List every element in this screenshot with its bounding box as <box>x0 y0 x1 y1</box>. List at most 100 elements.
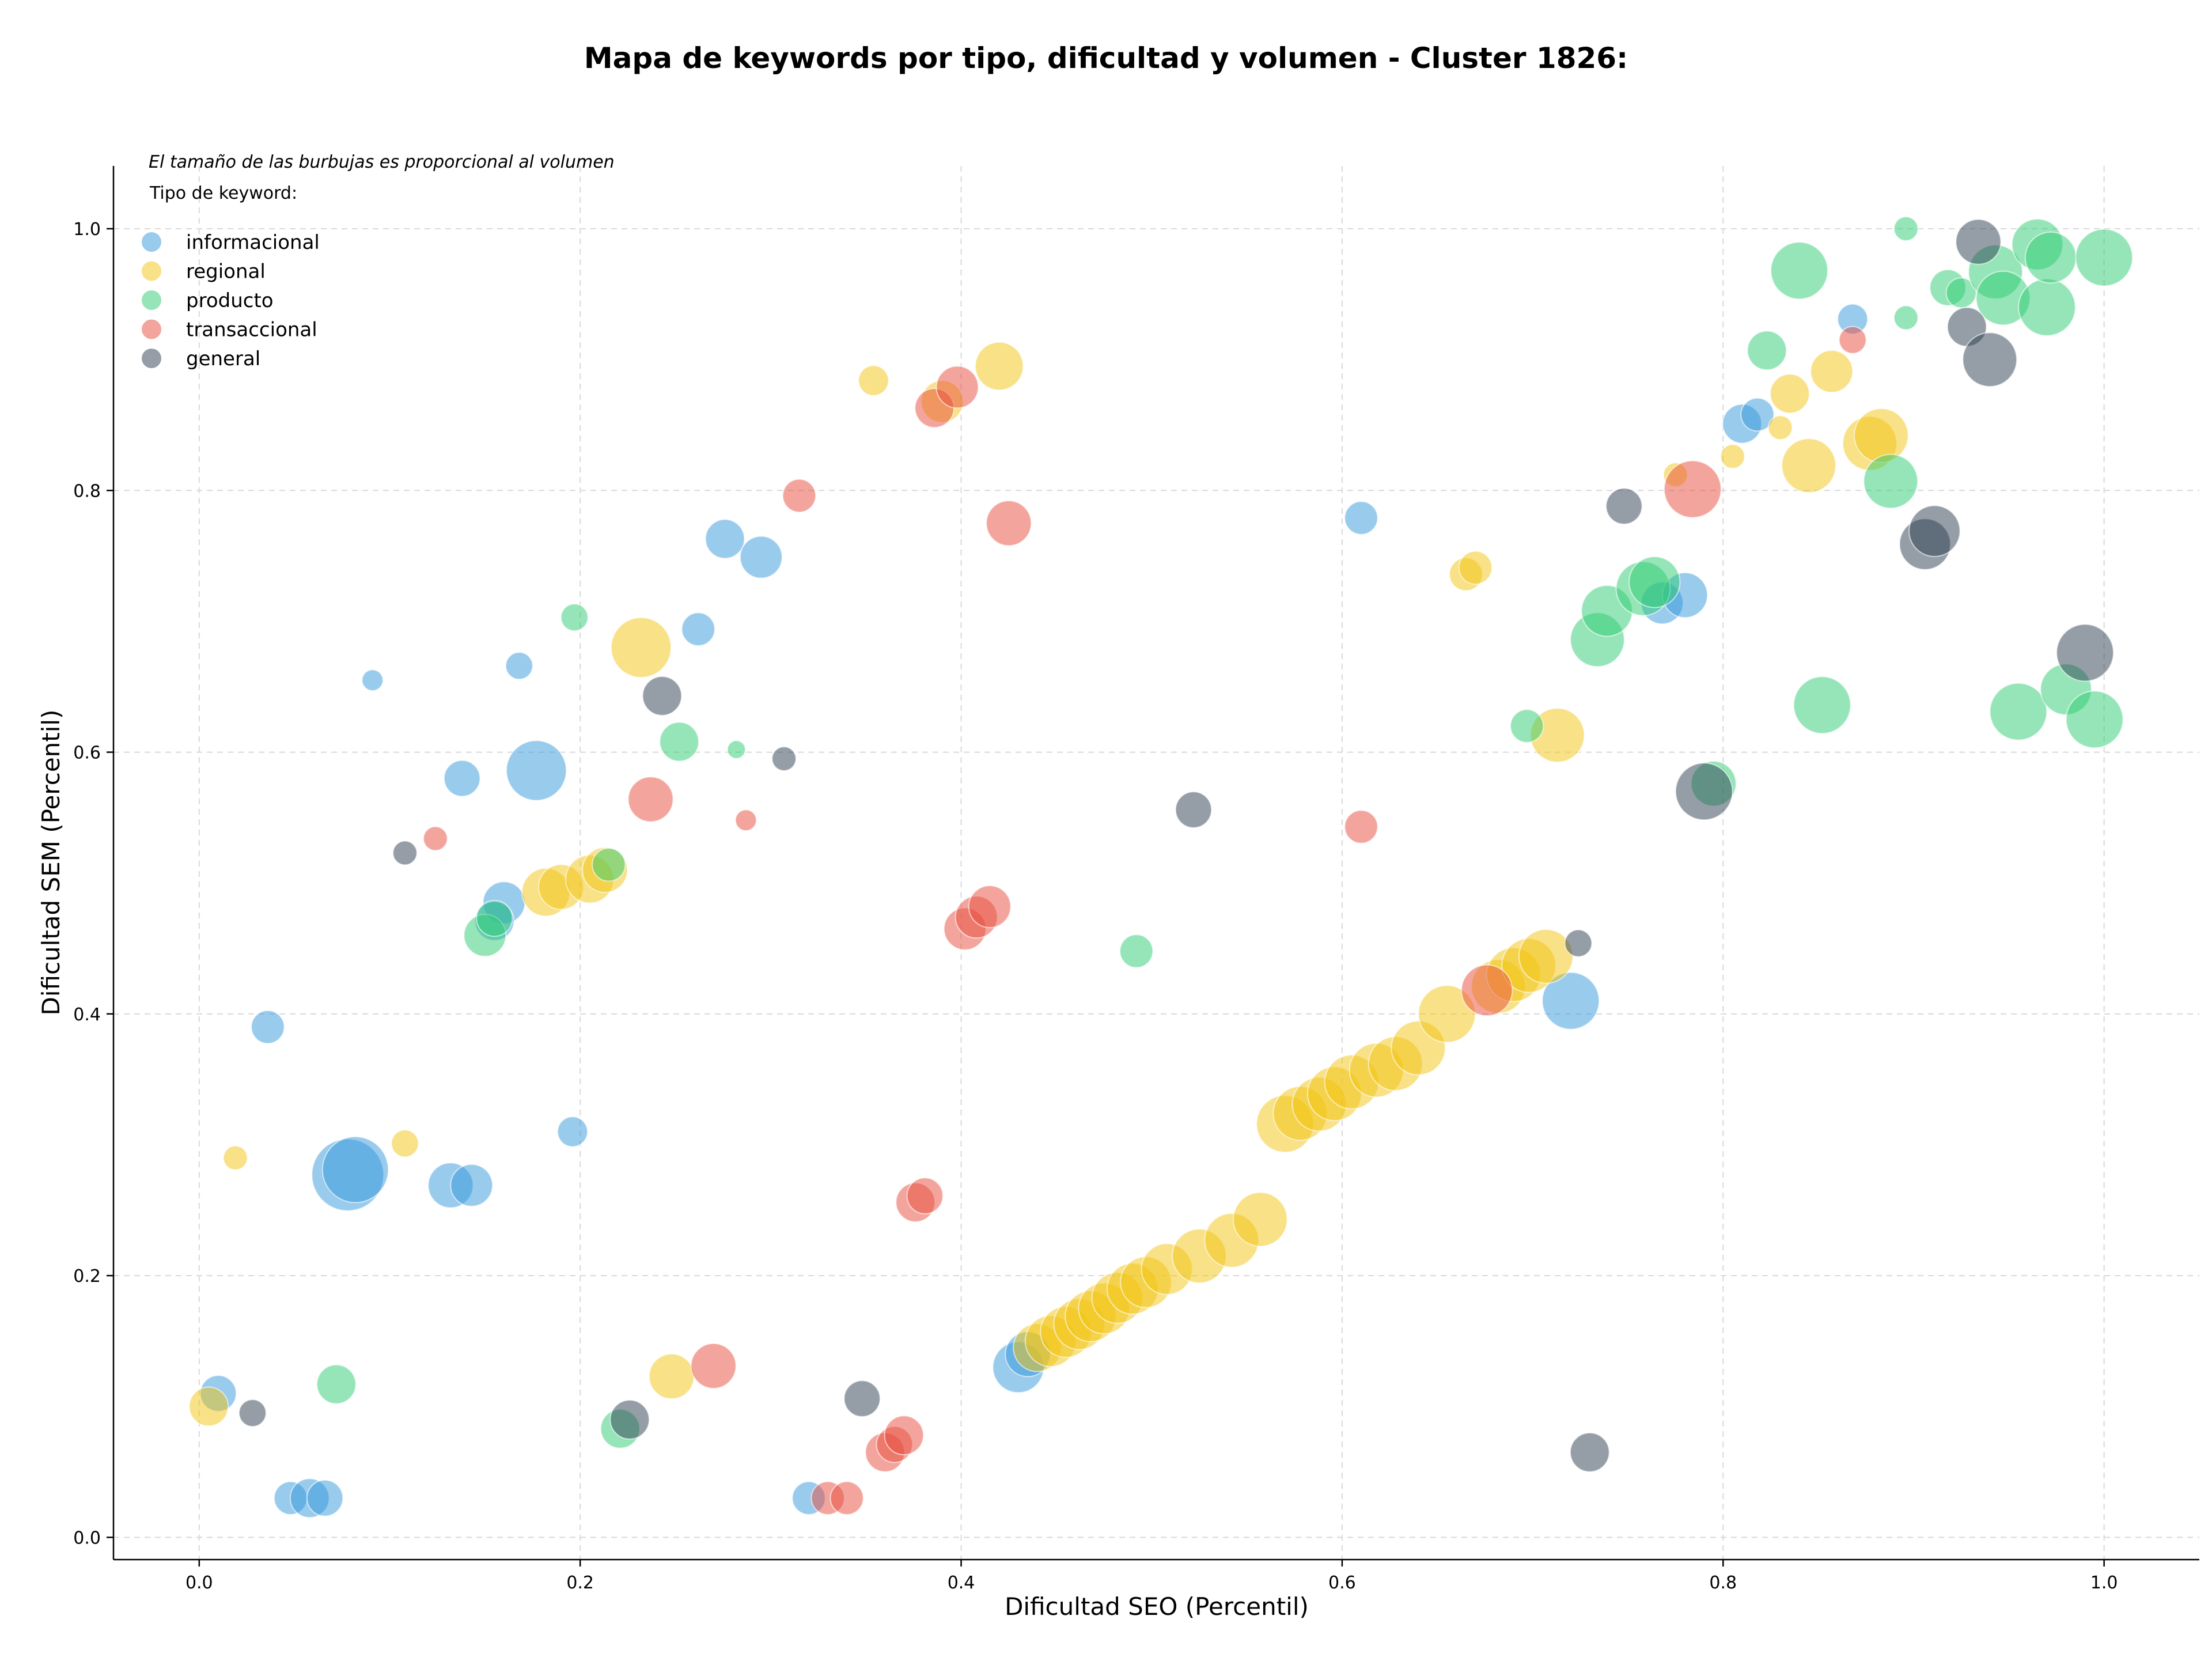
y-tick-label: 0.6 <box>73 743 101 763</box>
bubble-producto <box>2075 228 2134 287</box>
series-regional <box>188 341 1909 1427</box>
bubble-informacional <box>1541 971 1600 1030</box>
y-axis-label: Dificultad SEM (Percentil) <box>37 710 65 1016</box>
bubble-producto <box>1893 216 1919 241</box>
y-tick-label: 0.2 <box>73 1266 101 1287</box>
bubble-producto <box>1793 676 1851 735</box>
bubble-transaccional <box>1838 326 1867 354</box>
bubble-regional <box>188 1386 229 1427</box>
bubble-transaccional <box>906 1177 944 1214</box>
legend-item-transaccional: transaccional <box>142 319 317 342</box>
bubble-regional <box>1767 415 1793 441</box>
bubble-producto <box>1510 709 1544 743</box>
bubble-producto <box>1863 453 1919 509</box>
legend-label: informacional <box>186 231 320 254</box>
bubble-producto <box>560 603 589 632</box>
bubble-informacional <box>321 1136 389 1204</box>
legend-swatch <box>142 261 161 281</box>
x-tick-label: 0.0 <box>185 1573 213 1593</box>
bubble-producto <box>2065 690 2124 749</box>
x-tick-label: 1.0 <box>2090 1573 2118 1593</box>
bubble-general <box>392 840 418 866</box>
legend-swatch <box>142 349 161 368</box>
bubble-informacional <box>450 1163 494 1207</box>
legend-swatch <box>142 319 161 339</box>
bubble-general <box>238 1399 267 1428</box>
bubble-transaccional <box>935 365 979 409</box>
bubble-transaccional <box>423 826 448 852</box>
bubble-producto <box>2018 278 2076 336</box>
legend-item-general: general <box>142 347 260 370</box>
bubble-producto <box>2024 231 2077 284</box>
grid-lines <box>113 166 2199 1560</box>
x-tick-label: 0.4 <box>948 1573 975 1593</box>
bubble-transaccional <box>830 1481 864 1515</box>
y-tick-label: 0.4 <box>73 1005 101 1025</box>
legend-swatch <box>142 290 161 310</box>
bubble-regional <box>1458 550 1493 585</box>
bubble-general <box>1605 487 1643 525</box>
bubble-informacional <box>506 740 567 801</box>
bubble-regional <box>222 1145 248 1171</box>
bubble-regional <box>1853 408 1909 463</box>
series-transaccional <box>423 326 1867 1515</box>
bubble-transaccional <box>1461 964 1513 1017</box>
bubble-transaccional <box>734 809 757 831</box>
bubble-informacional <box>443 759 481 797</box>
bubble-general <box>1908 505 1961 557</box>
bubble-size-note: El tamaño de las burbujas es proporciona… <box>149 152 615 172</box>
bubble-informacional <box>556 1116 588 1148</box>
bubble-transaccional <box>884 1415 925 1456</box>
bubble-informacional <box>704 519 745 559</box>
series-general <box>238 218 2114 1473</box>
bubble-regional <box>391 1129 419 1158</box>
x-tick-label: 0.6 <box>1328 1573 1356 1593</box>
bubble-regional <box>858 365 889 396</box>
x-tick-label: 0.2 <box>566 1573 594 1593</box>
y-axis-ticks: 0.0 0.2 0.4 0.6 0.8 1.0 <box>73 220 113 1548</box>
bubble-general <box>843 1380 881 1417</box>
bubble-regional <box>648 1353 695 1400</box>
legend-item-informacional: informacional <box>142 231 320 254</box>
bubble-general <box>1570 1432 1610 1473</box>
bubble-regional <box>1418 985 1476 1043</box>
bubble-transaccional <box>1344 809 1378 844</box>
legend-label: regional <box>186 260 266 283</box>
bubble-general <box>1955 218 2002 265</box>
bubble-producto <box>726 740 746 759</box>
bubble-regional <box>975 341 1024 391</box>
legend-swatch <box>142 232 161 252</box>
chart-title: Mapa de keywords por tipo, dificultad y … <box>584 41 1628 75</box>
bubble-producto <box>659 721 699 762</box>
bubble-informacional <box>361 669 384 691</box>
x-axis-ticks: 0.0 0.2 0.4 0.6 0.8 1.0 <box>185 1560 2118 1593</box>
bubble-producto <box>1989 682 2048 741</box>
bubble-producto <box>1770 241 1828 300</box>
legend-item-regional: regional <box>142 260 266 283</box>
bubble-regional <box>1232 1191 1288 1247</box>
bubble-regional <box>1720 444 1745 470</box>
bubble-informacional <box>306 1480 344 1517</box>
bubble-informacional <box>1344 501 1378 535</box>
bubble-transaccional <box>1663 460 1722 519</box>
bubble-general <box>642 676 683 716</box>
bubble-transaccional <box>782 478 817 513</box>
bubble-producto <box>1628 556 1681 608</box>
legend-item-producto: producto <box>142 289 274 312</box>
bubble-transaccional <box>968 885 1012 928</box>
bubble-producto <box>592 847 626 882</box>
bubbles-layer <box>188 216 2134 1519</box>
bubble-general <box>1175 791 1213 828</box>
bubble-producto <box>316 1364 357 1405</box>
bubble-informacional <box>505 652 533 680</box>
bubble-general <box>1564 929 1593 958</box>
bubble-general <box>1962 332 2018 387</box>
bubble-regional <box>1810 350 1854 394</box>
bubble-regional <box>1518 929 1574 984</box>
bubble-producto <box>1747 330 1787 371</box>
bubble-producto <box>1893 305 1919 331</box>
legend-label: general <box>186 347 260 370</box>
bubble-regional <box>610 616 672 678</box>
bubble-regional <box>1770 373 1810 414</box>
